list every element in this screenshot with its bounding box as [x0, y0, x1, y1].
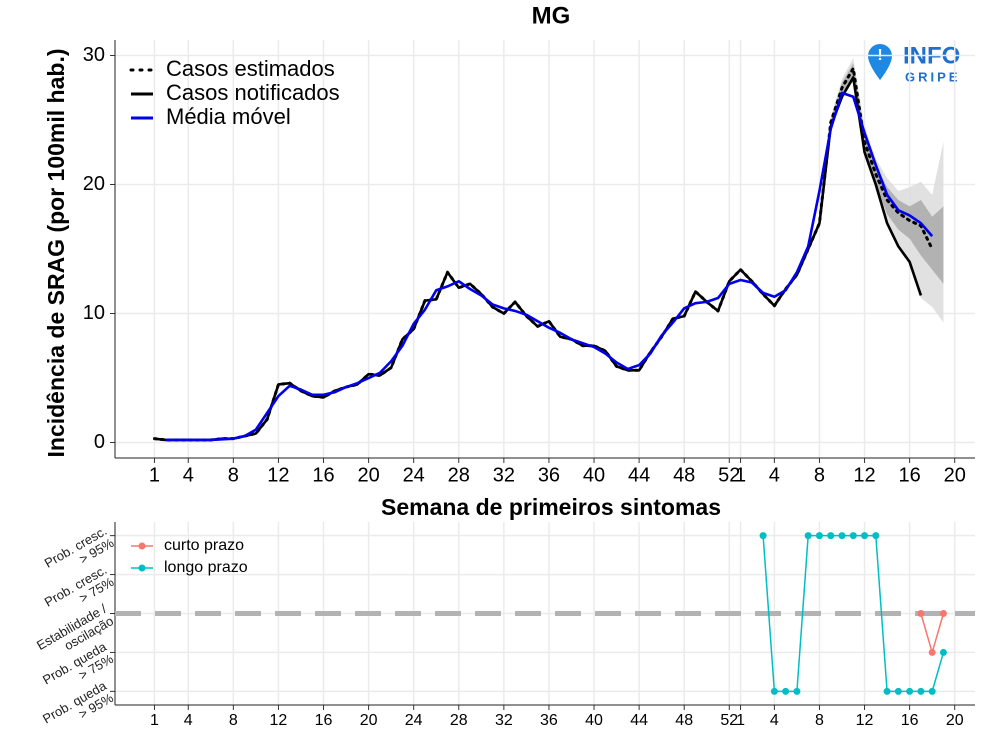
point	[827, 532, 835, 540]
x-tick-label: 12	[270, 712, 288, 729]
point	[928, 648, 936, 656]
x-tick-label: 48	[675, 712, 693, 729]
y-tick-label: 0	[94, 431, 105, 453]
x-tick-label: 52	[718, 464, 740, 486]
point	[759, 532, 767, 540]
chart-title: MG	[532, 2, 571, 29]
x-tick-label: 24	[405, 712, 423, 729]
x-tick-label: 20	[946, 712, 964, 729]
point	[917, 687, 925, 695]
x-tick-label: 1	[736, 712, 745, 729]
x-tick-label: 24	[403, 464, 425, 486]
x-tick-label: 16	[899, 464, 921, 486]
x-tick-label: 1	[150, 712, 159, 729]
legend-label: curto prazo	[164, 537, 244, 554]
x-tick-label: 4	[770, 712, 779, 729]
x-tick-label: 20	[944, 464, 966, 486]
legend-label: Média móvel	[166, 104, 291, 129]
y-tick-label: 10	[83, 302, 105, 324]
point	[849, 532, 857, 540]
point	[793, 687, 801, 695]
point	[815, 532, 823, 540]
x-tick-label: 32	[493, 464, 515, 486]
point	[782, 687, 790, 695]
x-tick-label: 1	[149, 464, 160, 486]
y-axis-label: Incidência de SRAG (por 100mil hab.)	[43, 49, 69, 458]
series-line	[154, 76, 923, 442]
x-tick-label: 8	[815, 712, 824, 729]
x-tick-label: 4	[183, 464, 194, 486]
logo: ! INFO GRIPE	[868, 42, 960, 84]
x-tick-label: 8	[229, 712, 238, 729]
point	[804, 532, 812, 540]
uncertainty-band	[819, 63, 944, 284]
x-tick-label: 1	[735, 464, 746, 486]
x-tick-label: 12	[853, 464, 875, 486]
x-tick-label: 12	[267, 464, 289, 486]
logo-line2: GRIPE	[905, 69, 960, 84]
x-tick-label: 52	[720, 712, 738, 729]
x-tick-label: 48	[673, 464, 695, 486]
x-tick-label: 36	[540, 712, 558, 729]
x-tick-label: 28	[448, 464, 470, 486]
x-tick-label: 36	[538, 464, 560, 486]
x-tick-label: 12	[856, 712, 874, 729]
y-tick-label: 30	[83, 44, 105, 66]
point	[894, 687, 902, 695]
legend-label: longo prazo	[164, 559, 248, 576]
x-tick-label: 44	[628, 464, 650, 486]
x-tick-label: 44	[630, 712, 648, 729]
series-line	[165, 91, 934, 442]
legend-label: Casos notificados	[166, 80, 340, 105]
x-tick-label: 8	[228, 464, 239, 486]
x-tick-label: 20	[357, 464, 379, 486]
x-tick-label: 40	[585, 712, 603, 729]
logo-pin	[868, 44, 892, 80]
point	[928, 687, 936, 695]
legend-swatch	[138, 564, 146, 572]
x-tick-label: 40	[583, 464, 605, 486]
point	[838, 532, 846, 540]
point	[917, 610, 925, 617]
point	[883, 687, 891, 695]
point	[939, 648, 947, 656]
x-tick-label: 16	[315, 712, 333, 729]
x-tick-label: 4	[769, 464, 780, 486]
x-tick-label: 4	[184, 712, 193, 729]
series-line	[920, 613, 945, 654]
point	[939, 610, 947, 617]
legend-label: Casos estimados	[166, 56, 335, 81]
legend-swatch	[138, 542, 146, 550]
point	[861, 532, 869, 540]
x-tick-label: 8	[814, 464, 825, 486]
point	[770, 687, 778, 695]
x-tick-label: 32	[495, 712, 513, 729]
x-axis-label: Semana de primeiros sintomas	[381, 494, 721, 520]
point	[872, 532, 880, 540]
point	[906, 687, 914, 695]
x-tick-label: 16	[901, 712, 919, 729]
x-tick-label: 20	[360, 712, 378, 729]
x-tick-label: 28	[450, 712, 468, 729]
x-tick-label: 16	[312, 464, 334, 486]
y-tick-label: 20	[83, 173, 105, 195]
